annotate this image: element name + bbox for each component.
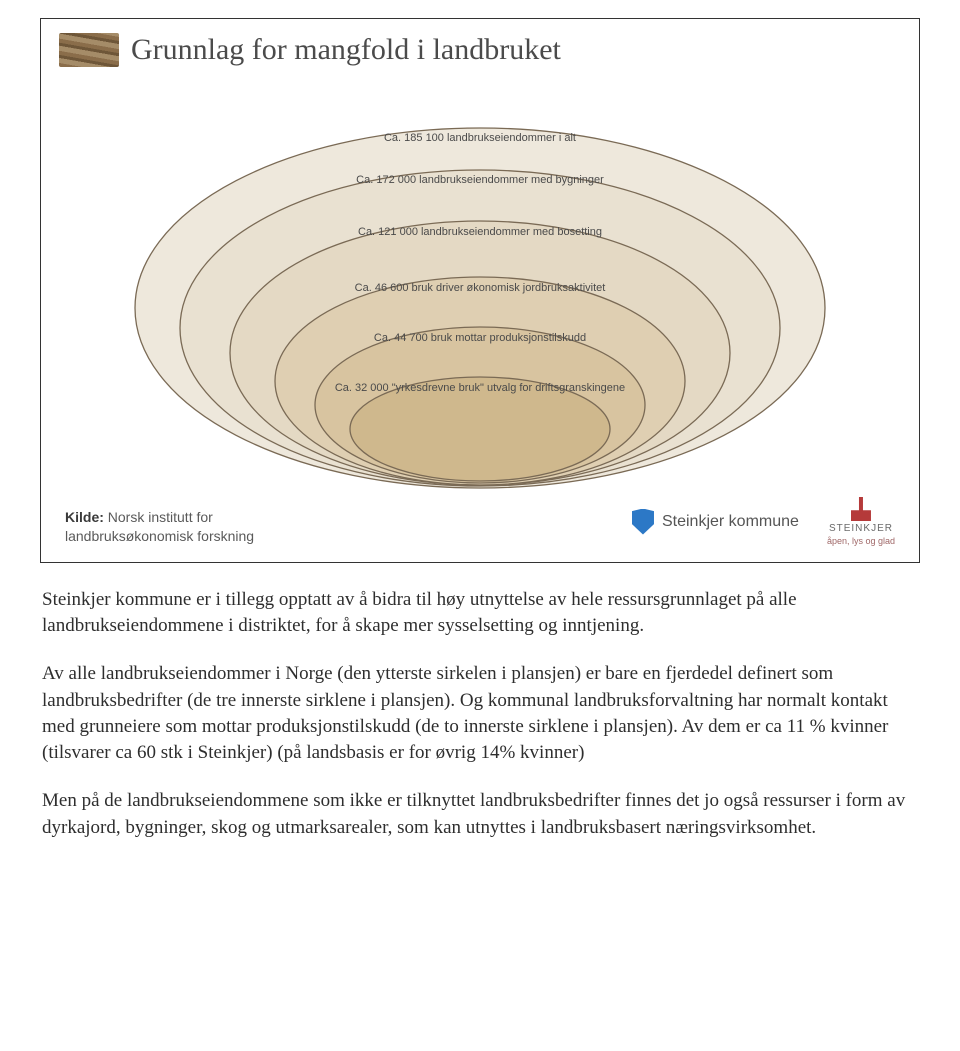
brand-steinkjer-label: Steinkjer kommune — [662, 513, 799, 531]
brand-row: Steinkjer kommune STEINKJER åpen, lys og… — [632, 497, 895, 546]
paragraph-2: Av alle landbrukseiendommer i Norge (den… — [42, 661, 918, 766]
header-decorative-swatch — [59, 33, 119, 67]
shield-icon — [632, 509, 654, 535]
brand-aapen-tag: åpen, lys og glad — [827, 536, 895, 546]
nested-ellipse-diagram: Ca. 185 100 landbrukseiendommer i alt Ca.… — [70, 73, 890, 493]
brand-steinkjer-aapen: STEINKJER åpen, lys og glad — [827, 497, 895, 546]
figure-frame: Grunnlag for mangfold i landbruket Ca. 1… — [40, 18, 920, 563]
ellipse-label: Ca. 121 000 landbrukseiendommer med bose… — [358, 226, 602, 238]
figure-header: Grunnlag for mangfold i landbruket — [59, 33, 901, 67]
source-label: Kilde: — [65, 509, 104, 525]
ellipse-svg: Ca. 185 100 landbrukseiendommer i alt Ca.… — [70, 73, 890, 493]
figure-source: Kilde: Norsk institutt forlandbruksøkono… — [65, 508, 254, 546]
paragraph-3: Men på de landbrukseiendommene som ikke … — [42, 788, 918, 840]
figure-footer: Kilde: Norsk institutt forlandbruksøkono… — [59, 497, 901, 546]
tower-icon — [851, 497, 871, 521]
ellipse-label: Ca. 44 700 bruk mottar produksjonstilsku… — [374, 332, 586, 344]
figure-title: Grunnlag for mangfold i landbruket — [131, 33, 561, 67]
body-text: Steinkjer kommune er i tillegg opptatt a… — [42, 587, 918, 841]
brand-steinkjer-kommune: Steinkjer kommune — [632, 509, 799, 535]
ellipse-label: Ca. 46 600 bruk driver økonomisk jordbru… — [355, 282, 606, 294]
paragraph-1: Steinkjer kommune er i tillegg opptatt a… — [42, 587, 918, 639]
ellipse-label: Ca. 32 000 "yrkesdrevne bruk" utvalg for… — [335, 382, 625, 394]
brand-aapen-name: STEINKJER — [829, 523, 893, 534]
ellipse-label: Ca. 185 100 landbrukseiendommer i alt — [384, 132, 576, 144]
ellipse-label: Ca. 172 000 landbrukseiendommer med bygn… — [356, 174, 604, 186]
